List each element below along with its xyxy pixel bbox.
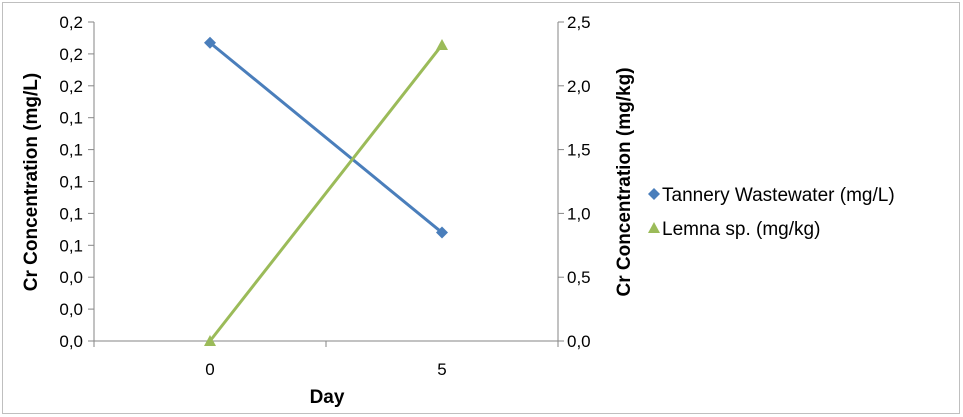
left-y-tick-label: 0,1 bbox=[59, 141, 83, 160]
left-y-tick-label: 0,0 bbox=[59, 268, 83, 287]
right-y-tick-label: 2,0 bbox=[567, 77, 591, 96]
lemna-legend-label: Lemna sp. (mg/kg) bbox=[662, 219, 820, 240]
left-y-tick-label: 0,1 bbox=[59, 204, 83, 223]
left-y-tick-label: 0,2 bbox=[59, 45, 83, 64]
series bbox=[204, 37, 448, 346]
x-tick-label: 5 bbox=[437, 360, 446, 379]
lemna-legend-marker bbox=[648, 222, 660, 233]
left-y-tick-label: 0,2 bbox=[59, 77, 83, 96]
right-y-tick-label: 1,5 bbox=[567, 141, 591, 160]
x-axis-title: Day bbox=[310, 387, 345, 408]
left-y-tick-label: 0,1 bbox=[59, 236, 83, 255]
left-y-tick-label: 0,0 bbox=[59, 332, 83, 351]
left-y-tick-label: 0,1 bbox=[59, 173, 83, 192]
x-tick-label: 0 bbox=[205, 360, 214, 379]
right-y-tick-label: 0,0 bbox=[567, 332, 591, 351]
right-y-axis-title: Cr Concentration (mg/kg) bbox=[614, 67, 635, 296]
right-y-tick-label: 1,0 bbox=[567, 204, 591, 223]
left-y-tick-label: 0,2 bbox=[59, 13, 83, 32]
left-y-tick-label: 0,1 bbox=[59, 109, 83, 128]
lemna-series-line bbox=[210, 45, 442, 341]
tannery-wastewater-series-line bbox=[210, 43, 442, 233]
left-y-axis-title: Cr Concentration (mg/L) bbox=[21, 73, 42, 292]
tannery-wastewater-legend-label: Tannery Wastewater (mg/L) bbox=[662, 185, 895, 206]
right-y-tick-label: 0,5 bbox=[567, 268, 591, 287]
right-y-tick-label: 2,5 bbox=[567, 13, 591, 32]
axes bbox=[94, 22, 558, 341]
left-y-tick-label: 0,0 bbox=[59, 300, 83, 319]
tannery-wastewater-legend-marker bbox=[648, 188, 660, 200]
lemna-point bbox=[436, 39, 448, 50]
legend: Tannery Wastewater (mg/L) Lemna sp. (mg/k… bbox=[648, 185, 895, 240]
